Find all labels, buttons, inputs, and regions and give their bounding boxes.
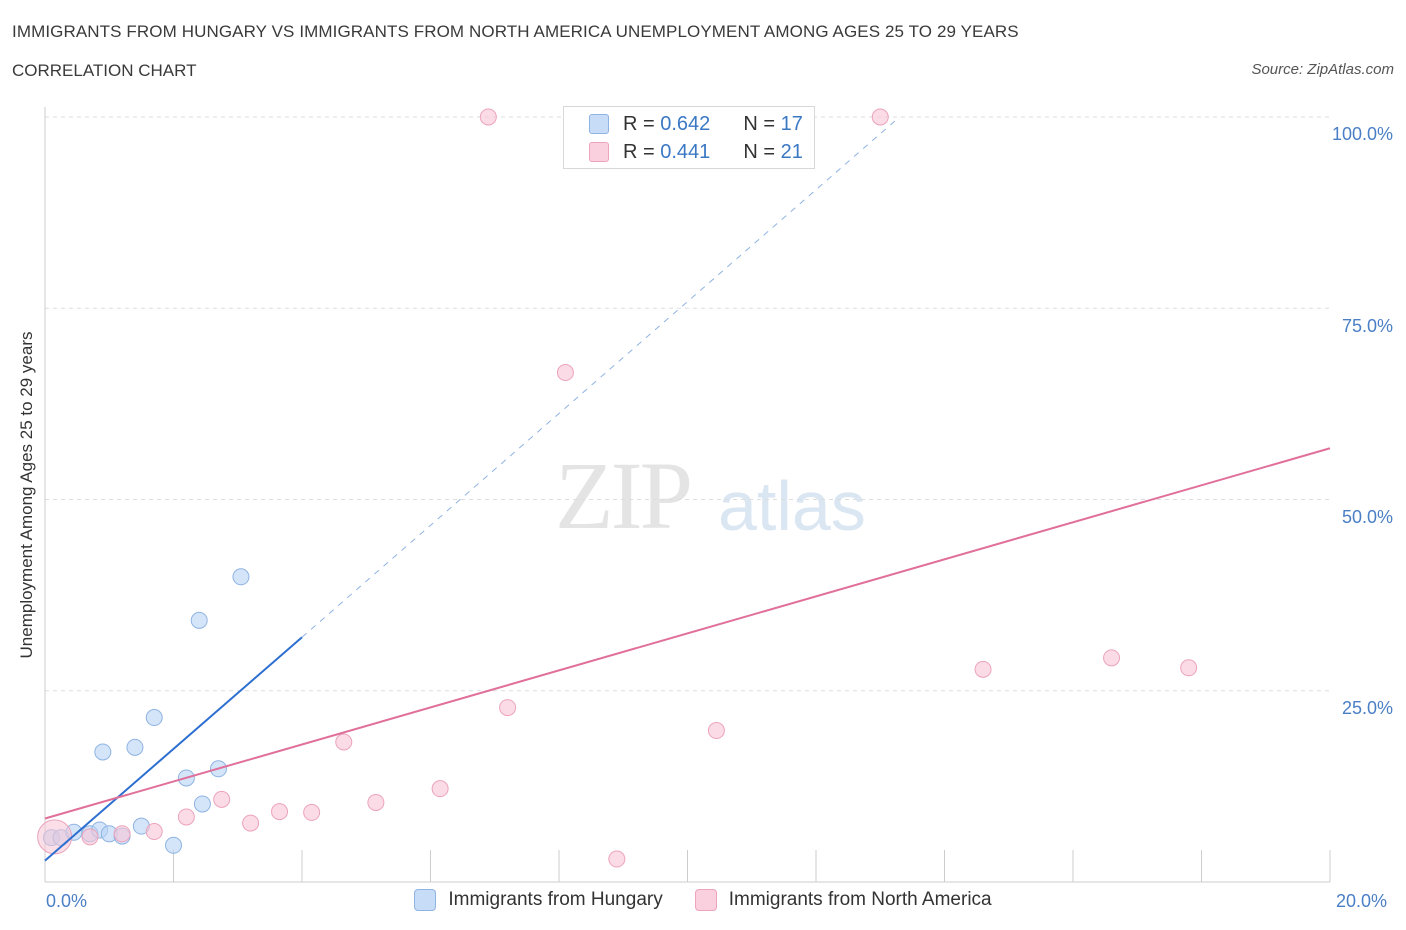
- hungary-point: [165, 836, 182, 854]
- hungary-trend-extension: [301, 116, 900, 638]
- legend-n-value: 21: [780, 140, 803, 163]
- north-america-point: [177, 808, 195, 826]
- hungary-point: [190, 611, 208, 629]
- y-tick-label-75: 75.0%: [1341, 316, 1393, 336]
- north-america-point: [113, 825, 131, 843]
- legend-r-value: 0.441: [660, 140, 711, 163]
- north-america-point: [707, 722, 725, 740]
- legend-n-value: 17: [780, 112, 803, 135]
- north-america-point: [303, 803, 321, 821]
- series-legend: Immigrants from Hungary Immigrants from …: [0, 889, 1406, 911]
- hungary-point: [145, 709, 163, 727]
- legend-swatch-hungary: [589, 114, 609, 134]
- north-america-point: [242, 814, 260, 832]
- watermark-zip: ZIP: [555, 442, 693, 549]
- y-tick-label-50: 50.0%: [1341, 507, 1393, 527]
- north-america-point: [335, 733, 353, 751]
- y-tick-label-100: 100.0%: [1331, 124, 1393, 144]
- source-credit: Source: ZipAtlas.com: [1251, 61, 1394, 78]
- north-america-point: [37, 819, 73, 855]
- north-america-point: [213, 790, 231, 808]
- legend-row-north-america: R = 0.441 N = 21: [564, 138, 803, 166]
- north-america-point: [271, 803, 289, 821]
- legend-swatch-north-america: [589, 142, 609, 162]
- north-america-point: [871, 108, 889, 126]
- hungary-trend-line: [44, 636, 303, 862]
- chart-title: IMMIGRANTS FROM HUNGARY VS IMMIGRANTS FR…: [12, 22, 1019, 41]
- north-america-point: [1180, 659, 1198, 677]
- hungary-point: [232, 568, 250, 586]
- north-america-point: [145, 823, 163, 841]
- north-america-point: [479, 108, 497, 126]
- legend-swatch-north-america: [694, 889, 717, 911]
- north-america-point: [556, 364, 574, 382]
- legend-n-label: N =: [743, 140, 776, 163]
- north-america-point: [608, 850, 626, 868]
- chart-subtitle: CORRELATION CHART: [12, 61, 197, 80]
- north-america-point: [367, 793, 385, 811]
- north-america-point: [974, 660, 992, 678]
- correlation-legend: R = 0.642 N = 17 R = 0.441 N = 21: [563, 106, 815, 169]
- x-tick-label-min: 0.0%: [46, 891, 88, 911]
- north-america-point: [1103, 649, 1121, 667]
- legend-row-hungary: R = 0.642 N = 17: [564, 110, 803, 138]
- legend-r-label: R =: [623, 140, 655, 163]
- legend-n-label: N =: [743, 112, 776, 135]
- north-america-point: [499, 699, 517, 717]
- legend-label-hungary: Immigrants from Hungary: [448, 889, 663, 910]
- x-tick-label-max: 20.0%: [1336, 891, 1388, 911]
- legend-item-north-america: Immigrants from North America: [694, 889, 992, 911]
- north-america-point: [81, 828, 99, 846]
- hungary-point: [193, 795, 211, 813]
- y-axis-label: Unemployment Among Ages 25 to 29 years: [17, 331, 36, 659]
- hungary-point: [94, 743, 112, 761]
- legend-r-value: 0.642: [660, 112, 711, 135]
- hungary-point: [126, 738, 144, 756]
- watermark-atlas: atlas: [718, 467, 866, 545]
- legend-label-north-america: Immigrants from North America: [728, 889, 992, 910]
- legend-swatch-hungary: [414, 889, 437, 911]
- north-america-point: [431, 780, 449, 798]
- y-tick-label-25: 25.0%: [1341, 698, 1393, 718]
- north-america-trend-line: [44, 447, 1331, 820]
- legend-item-hungary: Immigrants from Hungary: [414, 889, 663, 911]
- legend-r-label: R =: [623, 112, 655, 135]
